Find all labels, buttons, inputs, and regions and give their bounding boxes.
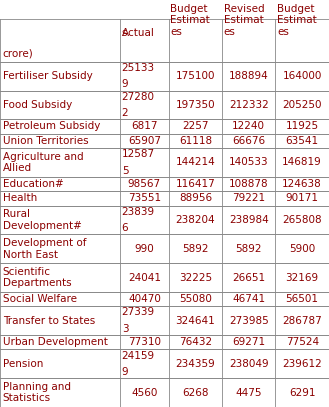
Text: Education#: Education#	[3, 179, 63, 189]
Text: 140533: 140533	[229, 158, 268, 167]
Text: 144214: 144214	[176, 158, 215, 167]
Text: 73551: 73551	[128, 193, 161, 204]
Text: 9: 9	[122, 367, 128, 377]
Text: 66676: 66676	[232, 136, 265, 146]
Text: crore): crore)	[3, 48, 33, 59]
Text: Petroleum Subsidy: Petroleum Subsidy	[3, 121, 100, 131]
Text: 4475: 4475	[236, 387, 262, 398]
Text: 116417: 116417	[176, 179, 215, 189]
Text: 40470: 40470	[128, 294, 161, 304]
Text: 26651: 26651	[232, 273, 265, 282]
Text: 324641: 324641	[176, 316, 215, 326]
Text: 239612: 239612	[282, 359, 322, 369]
Text: 6268: 6268	[182, 387, 209, 398]
Text: Union Territories: Union Territories	[3, 136, 88, 146]
Text: Rural
Development#: Rural Development#	[3, 209, 82, 231]
Text: Health: Health	[3, 193, 37, 204]
Text: 9: 9	[122, 79, 128, 90]
Text: Social Welfare: Social Welfare	[3, 294, 77, 304]
Text: 4560: 4560	[131, 387, 158, 398]
Text: Scientific
Departments: Scientific Departments	[3, 267, 71, 288]
Text: 69271: 69271	[232, 337, 265, 347]
Text: 6: 6	[122, 223, 128, 233]
Text: 32225: 32225	[179, 273, 212, 282]
Text: 238049: 238049	[229, 359, 268, 369]
Text: Urban Development: Urban Development	[3, 337, 108, 347]
Text: 61118: 61118	[179, 136, 212, 146]
Text: 990: 990	[135, 244, 154, 254]
Text: 265808: 265808	[282, 215, 322, 225]
Text: 2257: 2257	[182, 121, 209, 131]
Text: 77524: 77524	[286, 337, 319, 347]
Text: 98567: 98567	[128, 179, 161, 189]
Text: 197350: 197350	[176, 100, 215, 110]
Text: 2: 2	[122, 108, 128, 118]
Text: 164000: 164000	[283, 71, 322, 81]
Text: 90171: 90171	[286, 193, 319, 204]
Text: 12587: 12587	[122, 149, 155, 159]
Text: Actual: Actual	[122, 28, 155, 38]
Text: 234359: 234359	[176, 359, 215, 369]
Text: 273985: 273985	[229, 316, 268, 326]
Text: 65907: 65907	[128, 136, 161, 146]
Text: 55080: 55080	[179, 294, 212, 304]
Text: Food Subsidy: Food Subsidy	[3, 100, 72, 110]
Text: 88956: 88956	[179, 193, 212, 204]
Text: 175100: 175100	[176, 71, 215, 81]
Text: 3: 3	[122, 324, 128, 334]
Text: Fertiliser Subsidy: Fertiliser Subsidy	[3, 71, 92, 81]
Text: Revised
Estimat
es: Revised Estimat es	[224, 4, 264, 37]
Text: s: s	[122, 16, 127, 38]
Text: 11925: 11925	[286, 121, 319, 131]
Text: 23839: 23839	[122, 207, 155, 217]
Text: 79221: 79221	[232, 193, 265, 204]
Text: 32169: 32169	[286, 273, 319, 282]
Text: 25133: 25133	[122, 63, 155, 73]
Text: Development of
North East: Development of North East	[3, 238, 86, 260]
Text: 46741: 46741	[232, 294, 265, 304]
Text: 124638: 124638	[282, 179, 322, 189]
Text: Planning and
Statistics: Planning and Statistics	[3, 382, 71, 403]
Text: 286787: 286787	[282, 316, 322, 326]
Text: 6817: 6817	[131, 121, 158, 131]
Text: 146819: 146819	[282, 158, 322, 167]
Text: 188894: 188894	[229, 71, 268, 81]
Text: Budget
Estimat
es: Budget Estimat es	[277, 4, 317, 37]
Text: 238984: 238984	[229, 215, 268, 225]
Text: 77310: 77310	[128, 337, 161, 347]
Text: 5892: 5892	[236, 244, 262, 254]
Text: 12240: 12240	[232, 121, 265, 131]
Text: Pension: Pension	[3, 359, 43, 369]
Text: Budget
Estimat
es: Budget Estimat es	[170, 4, 210, 37]
Text: 5900: 5900	[289, 244, 315, 254]
Text: 5892: 5892	[182, 244, 209, 254]
Text: 5: 5	[122, 166, 128, 176]
Text: 108878: 108878	[229, 179, 268, 189]
Text: 205250: 205250	[282, 100, 322, 110]
Text: Agriculture and
Allied: Agriculture and Allied	[3, 152, 83, 173]
Text: 56501: 56501	[286, 294, 319, 304]
Text: 27339: 27339	[122, 307, 155, 317]
Text: 27280: 27280	[122, 92, 155, 102]
Text: 238204: 238204	[176, 215, 215, 225]
Text: 24159: 24159	[122, 350, 155, 361]
Text: 212332: 212332	[229, 100, 268, 110]
Text: 6291: 6291	[289, 387, 316, 398]
Text: 76432: 76432	[179, 337, 212, 347]
Text: Transfer to States: Transfer to States	[3, 316, 95, 326]
Text: 24041: 24041	[128, 273, 161, 282]
Text: 63541: 63541	[286, 136, 319, 146]
